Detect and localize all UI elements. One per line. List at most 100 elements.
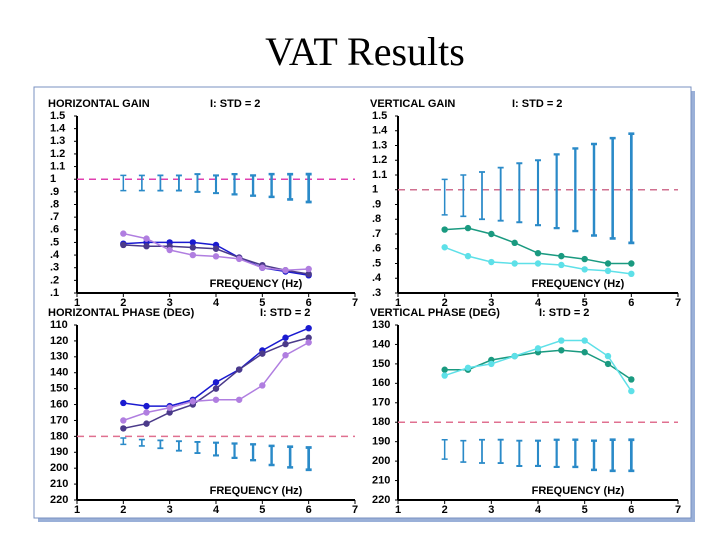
data-point — [189, 251, 197, 259]
y-tick-label: 1 — [372, 184, 378, 196]
error-bar — [535, 439, 541, 468]
y-tick-label: 170 — [372, 397, 390, 409]
error-bar — [268, 172, 275, 199]
x-tick-label: 1 — [74, 504, 80, 516]
data-point — [212, 396, 220, 403]
x-tick-label: 7 — [352, 504, 358, 516]
data-point — [282, 340, 289, 348]
y-tick-label: 140 — [50, 367, 68, 379]
x-tick-label: 6 — [628, 297, 634, 309]
y-tick-label: 200 — [372, 455, 390, 467]
y-tick-label: .9 — [50, 186, 59, 198]
data-point — [488, 230, 495, 238]
data-point — [511, 352, 518, 360]
y-tick-label: .7 — [50, 211, 59, 223]
data-point — [305, 339, 312, 346]
y-tick-label: 1.3 — [372, 139, 387, 151]
x-tick-label: 6 — [306, 297, 312, 309]
data-point — [120, 230, 127, 237]
data-point — [511, 239, 518, 247]
data-point — [212, 379, 220, 386]
error-bar — [157, 439, 164, 450]
error-bar — [287, 445, 294, 469]
chart-title: HORIZONTAL PHASE (DEG) — [48, 307, 195, 319]
data-point — [166, 246, 173, 254]
y-tick-label: 160 — [372, 377, 390, 389]
error-bar — [120, 174, 127, 192]
data-point — [212, 385, 220, 392]
x-tick-label: 2 — [120, 297, 126, 309]
y-tick-label: .4 — [372, 272, 382, 284]
y-tick-label: 160 — [50, 398, 68, 410]
data-point — [120, 425, 127, 432]
error-bar — [497, 438, 504, 464]
data-point — [558, 261, 565, 269]
error-bar — [441, 438, 448, 460]
data-point — [143, 235, 150, 242]
data-point — [143, 402, 150, 410]
error-bar — [572, 438, 579, 469]
data-point — [581, 349, 588, 356]
data-point — [259, 350, 266, 357]
y-tick-label: 190 — [372, 436, 390, 448]
data-point — [581, 337, 588, 344]
data-point — [305, 265, 312, 273]
y-tick-label: 1.1 — [372, 169, 387, 181]
x-tick-label: 4 — [213, 504, 220, 516]
data-point — [488, 360, 495, 368]
error-bar — [460, 439, 467, 463]
data-point — [189, 239, 197, 246]
error-bar — [591, 142, 597, 237]
y-tick-label: 150 — [50, 383, 68, 395]
data-point — [534, 249, 542, 257]
y-tick-label: .9 — [372, 198, 381, 210]
y-tick-label: 1 — [50, 173, 56, 185]
x-tick-label: 5 — [582, 297, 588, 309]
y-tick-label: 150 — [372, 358, 390, 370]
y-tick-label: 1.5 — [372, 110, 387, 122]
y-tick-label: 120 — [50, 335, 68, 347]
y-tick-label: 1.2 — [50, 148, 65, 160]
y-tick-label: .2 — [50, 274, 59, 286]
data-point — [189, 244, 197, 251]
data-point — [511, 260, 518, 267]
data-point — [628, 376, 635, 383]
data-point — [305, 324, 312, 332]
panel — [33, 86, 692, 519]
x-axis-label: FREQUENCY (Hz) — [532, 278, 625, 290]
x-tick-label: 3 — [167, 504, 173, 516]
chart-subtitle: I: STD = 2 — [539, 307, 589, 319]
y-tick-label: 220 — [372, 494, 390, 506]
error-bar — [628, 132, 635, 245]
data-point — [628, 270, 635, 278]
y-tick-label: 200 — [50, 462, 68, 474]
y-tick-label: .5 — [50, 236, 59, 248]
data-point — [282, 334, 289, 341]
chart-title: VERTICAL GAIN — [370, 98, 455, 110]
data-point — [235, 396, 243, 403]
data-point — [212, 253, 220, 260]
data-point — [120, 417, 127, 424]
y-tick-label: .3 — [50, 262, 59, 274]
error-bar — [250, 174, 257, 197]
data-point — [464, 224, 472, 232]
error-bar — [441, 178, 448, 216]
error-bar — [287, 172, 294, 201]
data-point — [259, 264, 266, 271]
data-point — [628, 260, 635, 267]
x-tick-label: 1 — [395, 504, 401, 516]
y-tick-label: .8 — [50, 198, 59, 210]
chart-title: VERTICAL PHASE (DEG) — [370, 307, 500, 319]
error-bar — [628, 438, 635, 473]
data-point — [120, 241, 127, 249]
data-point — [441, 226, 448, 233]
x-tick-label: 1 — [74, 297, 80, 309]
chart-subtitle: I: STD = 2 — [210, 98, 260, 110]
x-tick-label: 7 — [675, 504, 681, 516]
data-point — [604, 352, 612, 360]
data-point — [305, 334, 312, 341]
data-point — [441, 366, 448, 373]
error-bar — [231, 442, 238, 459]
error-bar — [497, 166, 504, 222]
y-tick-label: .7 — [372, 228, 381, 240]
